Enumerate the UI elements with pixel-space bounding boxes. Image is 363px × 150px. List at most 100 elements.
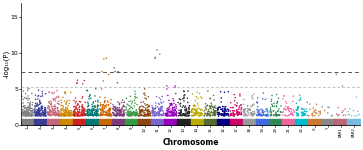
Point — [222, 110, 228, 113]
Point — [250, 115, 256, 117]
Point — [135, 113, 140, 116]
Point — [180, 114, 185, 117]
Point — [176, 109, 182, 111]
Point — [102, 100, 108, 103]
Point — [36, 113, 42, 116]
Point — [132, 102, 138, 104]
Point — [184, 112, 190, 114]
Point — [63, 111, 69, 113]
Point — [171, 112, 177, 114]
Point — [115, 109, 121, 112]
Point — [192, 99, 198, 102]
Point — [77, 100, 82, 103]
Point — [94, 112, 99, 115]
Point — [62, 109, 68, 111]
Point — [182, 93, 188, 96]
Point — [36, 107, 42, 109]
Point — [271, 115, 277, 117]
Point — [22, 104, 28, 107]
Point — [133, 113, 139, 116]
Point — [25, 102, 31, 104]
Point — [117, 114, 123, 116]
Point — [34, 114, 40, 116]
Point — [41, 112, 46, 115]
Point — [182, 109, 188, 112]
Point — [181, 113, 187, 115]
Point — [274, 115, 280, 117]
Point — [191, 104, 196, 107]
Point — [74, 79, 80, 81]
Point — [198, 113, 204, 115]
Point — [268, 113, 273, 116]
Point — [152, 108, 158, 110]
Point — [29, 113, 35, 116]
Point — [115, 113, 121, 116]
Point — [168, 114, 174, 116]
Point — [21, 113, 27, 116]
Point — [114, 81, 120, 84]
Point — [302, 110, 307, 113]
Point — [37, 114, 43, 117]
Point — [87, 109, 93, 111]
Point — [164, 109, 170, 111]
Point — [118, 109, 123, 112]
Point — [46, 111, 52, 114]
Point — [54, 113, 60, 116]
Point — [101, 111, 106, 113]
Point — [35, 108, 41, 111]
Point — [198, 114, 204, 117]
Point — [152, 114, 158, 116]
Point — [203, 108, 209, 110]
Point — [195, 112, 200, 115]
Point — [56, 113, 62, 116]
Point — [81, 113, 87, 116]
Point — [129, 114, 135, 117]
Point — [128, 113, 134, 115]
Point — [66, 99, 72, 102]
Point — [240, 111, 246, 113]
Point — [160, 110, 166, 112]
Point — [163, 114, 169, 116]
Point — [49, 106, 55, 108]
Point — [143, 107, 149, 110]
Point — [183, 114, 189, 116]
Point — [133, 109, 139, 112]
Point — [168, 111, 174, 113]
Point — [186, 107, 192, 110]
Point — [58, 111, 64, 113]
Point — [257, 112, 262, 114]
Point — [185, 111, 191, 113]
Point — [60, 112, 65, 115]
Point — [171, 109, 177, 111]
Point — [94, 110, 99, 112]
Point — [107, 112, 113, 114]
Point — [264, 115, 269, 117]
Point — [302, 114, 308, 117]
Point — [61, 114, 67, 117]
Point — [251, 93, 257, 95]
Point — [274, 102, 280, 105]
Point — [50, 113, 56, 116]
Point — [286, 114, 292, 116]
Point — [231, 93, 237, 96]
Point — [47, 100, 53, 102]
Point — [211, 114, 217, 117]
Point — [85, 110, 91, 112]
Point — [204, 114, 210, 117]
Point — [90, 109, 96, 112]
Point — [168, 115, 174, 117]
Point — [54, 114, 60, 116]
Point — [342, 108, 348, 110]
Point — [40, 113, 46, 115]
Point — [208, 115, 213, 117]
Point — [304, 114, 310, 116]
Point — [97, 108, 103, 110]
Point — [222, 107, 228, 109]
Point — [58, 115, 64, 117]
Point — [75, 112, 81, 114]
Point — [105, 114, 110, 116]
Point — [49, 102, 54, 104]
Point — [131, 111, 137, 113]
Point — [145, 114, 151, 117]
Point — [122, 105, 127, 108]
